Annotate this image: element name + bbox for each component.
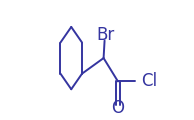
Text: O: O <box>112 99 125 117</box>
Text: Br: Br <box>96 26 114 44</box>
Text: Cl: Cl <box>141 72 158 90</box>
